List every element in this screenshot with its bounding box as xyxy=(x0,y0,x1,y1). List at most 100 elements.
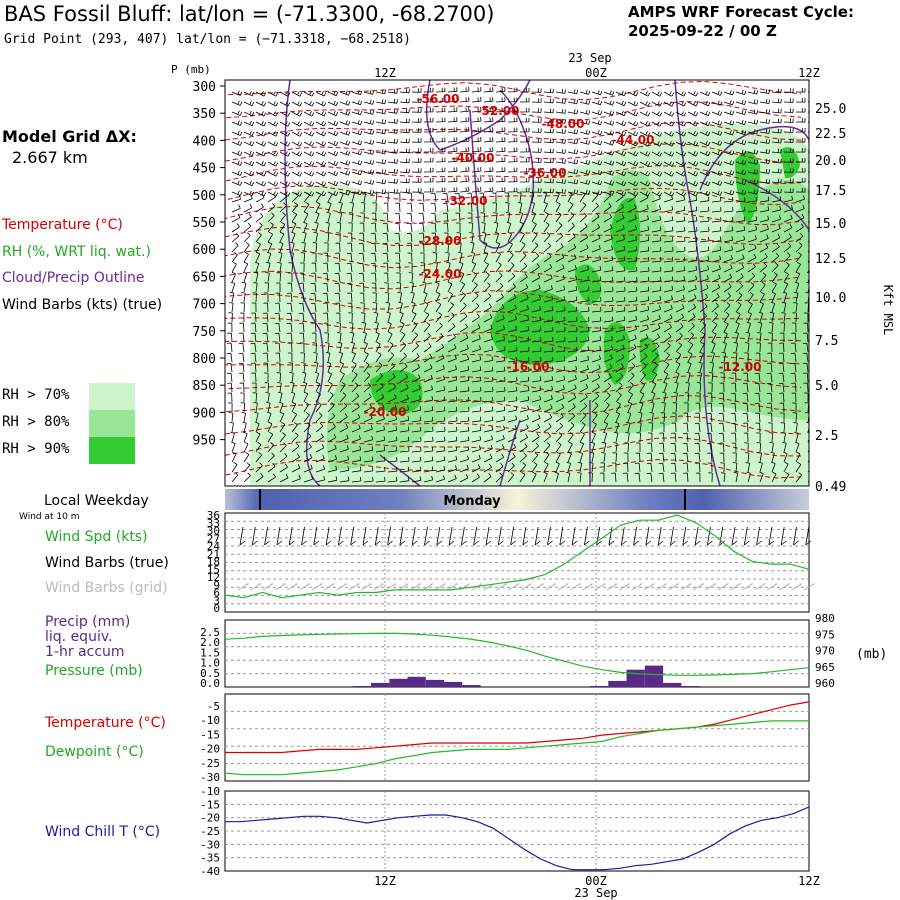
height-axis-label: Kft MSL xyxy=(881,285,895,336)
precip-legend-label: Pressure (mb) xyxy=(45,663,143,679)
precip-bar xyxy=(352,686,372,687)
y-tick-label: 9 xyxy=(213,579,220,592)
pressure-axis-label: P (mb) xyxy=(171,63,211,76)
pressure-tick: 800 xyxy=(193,352,216,367)
pressure-line xyxy=(224,632,810,676)
height-tick: 0.49 xyxy=(815,480,846,495)
isotherm-label: -24.00 xyxy=(419,267,462,281)
precip-legend-label: 1-hr accum xyxy=(45,644,125,660)
isotherm-label: -40.00 xyxy=(452,151,495,165)
pressure-tick: 950 xyxy=(193,434,216,449)
y-tick-label: 975 xyxy=(815,628,835,641)
cross-section-frame xyxy=(224,79,810,487)
y-tick-label: 980 xyxy=(815,612,835,625)
height-tick: 2.5 xyxy=(815,429,838,444)
wind-chill-line xyxy=(225,806,810,871)
wind-chill-panel xyxy=(224,790,810,872)
forecast-cycle-value: 2025-09-22 / 00 Z xyxy=(628,22,777,40)
precip-bar xyxy=(371,682,390,687)
pressure-units: (mb) xyxy=(856,647,887,662)
pressure-tick: 650 xyxy=(193,270,216,285)
cloud-outline xyxy=(699,125,809,191)
cloud-outline xyxy=(499,419,521,486)
rh-region xyxy=(735,151,760,225)
temperature-line xyxy=(225,701,810,754)
y-tick-label: -30 xyxy=(200,771,220,784)
y-tick-label: 0 xyxy=(213,602,220,615)
height-tick: 5.0 xyxy=(815,379,838,394)
y-tick-label: 27 xyxy=(207,532,220,545)
weekday-bar xyxy=(225,489,809,510)
y-tick-label: 12 xyxy=(207,571,220,584)
height-tick: 20.0 xyxy=(815,154,846,169)
isotherm xyxy=(225,185,802,206)
y-tick-label: 960 xyxy=(815,677,835,690)
isotherm xyxy=(225,100,802,121)
isotherm xyxy=(225,310,802,330)
y-tick-label: 15 xyxy=(207,563,220,576)
y-tick-label: 30 xyxy=(207,525,220,538)
y-tick-label: 2.5 xyxy=(200,626,220,639)
surface-wind-barbs xyxy=(239,526,812,546)
isotherm xyxy=(225,121,802,141)
legend-rh: RH (%, WRT liq. wat.) xyxy=(2,244,151,260)
isotherm-label: -36.00 xyxy=(524,166,567,180)
y-tick-label: -10 xyxy=(200,785,220,798)
forecast-cycle-label: AMPS WRF Forecast Cycle: xyxy=(628,3,854,21)
pressure-tick: 550 xyxy=(193,216,216,231)
y-tick-label: -25 xyxy=(200,825,220,838)
top-time-tick: 12Z xyxy=(798,66,820,80)
y-tick-label: 21 xyxy=(207,548,220,561)
pressure-tick: 750 xyxy=(193,325,216,340)
y-tick-label: -5 xyxy=(207,700,220,713)
isotherm-label: -20.00 xyxy=(364,405,407,419)
wind-height-note: Wind at 10 m xyxy=(19,512,79,522)
y-tick-label: 1.5 xyxy=(200,646,220,659)
isotherm xyxy=(225,331,802,352)
height-tick: 25.0 xyxy=(815,102,846,117)
legend-swatch-rh70 xyxy=(89,383,135,410)
pressure-tick: 700 xyxy=(193,298,216,313)
wind-speed-line xyxy=(224,514,810,599)
pressure-tick: 500 xyxy=(193,189,216,204)
cross-section: -56.00 -52.00 -48.00 -44.00 -40.00 -36.00 -32.… xyxy=(225,80,809,486)
rh-region xyxy=(575,264,602,305)
grid-point-label: Grid Point (293, 407) lat/lon = (−71.331… xyxy=(4,32,411,47)
isotherm-label: -52.00 xyxy=(477,104,520,118)
pressure-tick: 400 xyxy=(193,134,216,149)
y-tick-label: 0.5 xyxy=(200,667,220,680)
legend-rh90: RH > 90% xyxy=(2,441,70,457)
legend-rh70: RH > 70% xyxy=(2,387,70,403)
rh-region xyxy=(639,337,660,381)
isotherm xyxy=(225,248,802,269)
precip-bar xyxy=(407,676,426,687)
isotherm xyxy=(225,290,802,310)
y-tick-label: 2.0 xyxy=(200,636,220,649)
temperature-legend-label: Dewpoint (°C) xyxy=(45,744,144,760)
isotherm-label: -12.00 xyxy=(719,360,762,374)
rh-region xyxy=(370,370,423,415)
cloud-outline xyxy=(379,454,421,486)
height-tick: 12.5 xyxy=(815,252,846,267)
y-tick-label: 965 xyxy=(815,661,835,674)
y-tick-label: 3 xyxy=(213,594,220,607)
isotherm xyxy=(225,165,802,185)
y-tick-label: 24 xyxy=(207,540,221,553)
precip-bar xyxy=(389,678,408,687)
bottom-time-tick: 12Z xyxy=(374,874,396,888)
y-tick-label: -15 xyxy=(200,728,220,741)
top-time-tick: 12Z xyxy=(374,66,396,80)
wind-legend-label: Wind Barbs (true) xyxy=(45,555,169,571)
pressure-tick: 300 xyxy=(193,80,216,95)
bottom-time-tick: 00Z xyxy=(585,874,607,888)
isotherm xyxy=(225,80,802,101)
wind-legend-label: Wind Barbs (grid) xyxy=(45,580,168,596)
height-tick: 17.5 xyxy=(815,184,846,199)
rh-region xyxy=(610,198,640,271)
top-date-label: 23 Sep xyxy=(568,51,611,65)
y-tick-label: -25 xyxy=(200,757,220,770)
bottom-time-tick: 12Z xyxy=(798,874,820,888)
y-tick-label: 1.0 xyxy=(200,657,220,670)
weekday-label: Local Weekday xyxy=(44,493,149,509)
